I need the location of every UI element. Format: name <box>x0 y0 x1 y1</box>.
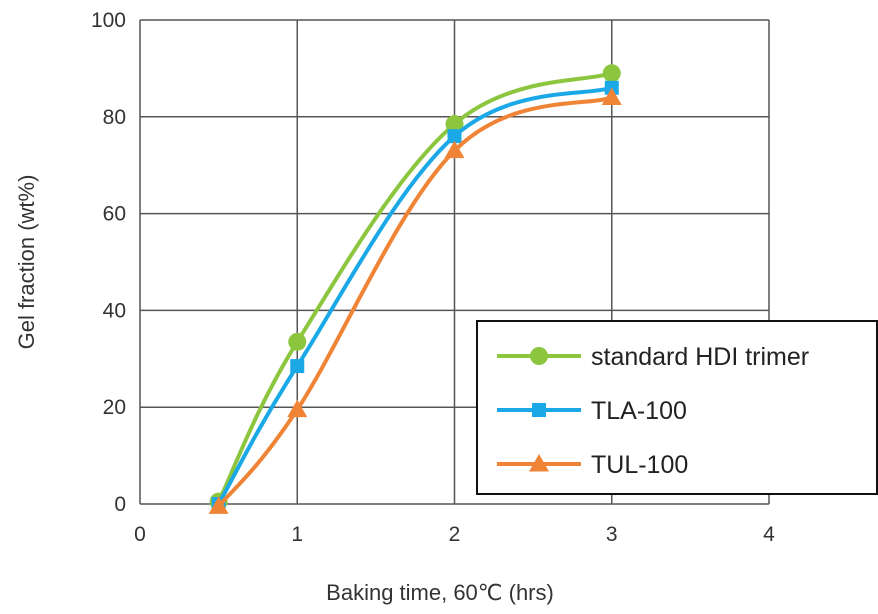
data-point <box>447 129 462 144</box>
y-axis-label: Gel fraction (wt%) <box>14 175 39 350</box>
series-line <box>216 85 614 506</box>
legend-marker <box>532 403 546 417</box>
y-tick-label: 60 <box>103 203 126 226</box>
data-point <box>601 87 622 105</box>
legend-marker <box>529 454 549 472</box>
y-tick-label: 40 <box>103 299 126 322</box>
legend-item: TUL-100 <box>497 451 688 479</box>
legend-label: TLA-100 <box>591 397 687 425</box>
x-axis-label: Baking time, 60℃ (hrs) <box>326 580 554 605</box>
series-line <box>216 95 614 509</box>
series-line <box>216 71 614 504</box>
legend-label: standard HDI trimer <box>591 343 809 371</box>
y-tick-label: 20 <box>103 396 126 419</box>
legend-item: TLA-100 <box>497 397 687 425</box>
legend-label: TUL-100 <box>591 451 688 479</box>
series-2 <box>208 87 622 514</box>
data-point <box>290 359 305 374</box>
series-layer <box>208 64 622 514</box>
legend-item: standard HDI trimer <box>497 343 809 371</box>
data-point <box>288 332 307 351</box>
grid <box>139 19 770 505</box>
x-tick-label: 2 <box>449 523 461 546</box>
y-tick-label: 0 <box>114 493 126 516</box>
series-1 <box>211 80 619 511</box>
legend-marker <box>530 347 548 365</box>
data-point <box>444 140 465 159</box>
x-tick-labels: 0 1 2 3 4 <box>134 523 775 546</box>
data-point <box>602 64 621 83</box>
data-point <box>287 399 308 418</box>
x-tick-label: 0 <box>134 523 146 546</box>
x-tick-label: 3 <box>606 523 618 546</box>
y-tick-label: 100 <box>91 9 126 32</box>
data-point <box>445 115 464 134</box>
y-tick-label: 80 <box>103 106 126 129</box>
data-point <box>208 496 229 514</box>
x-tick-label: 4 <box>763 523 775 546</box>
x-tick-label: 1 <box>291 523 303 546</box>
y-tick-labels: 0 20 40 60 80 100 <box>91 9 126 516</box>
legend: standard HDI trimer TLA-100 TUL-100 <box>476 320 878 495</box>
